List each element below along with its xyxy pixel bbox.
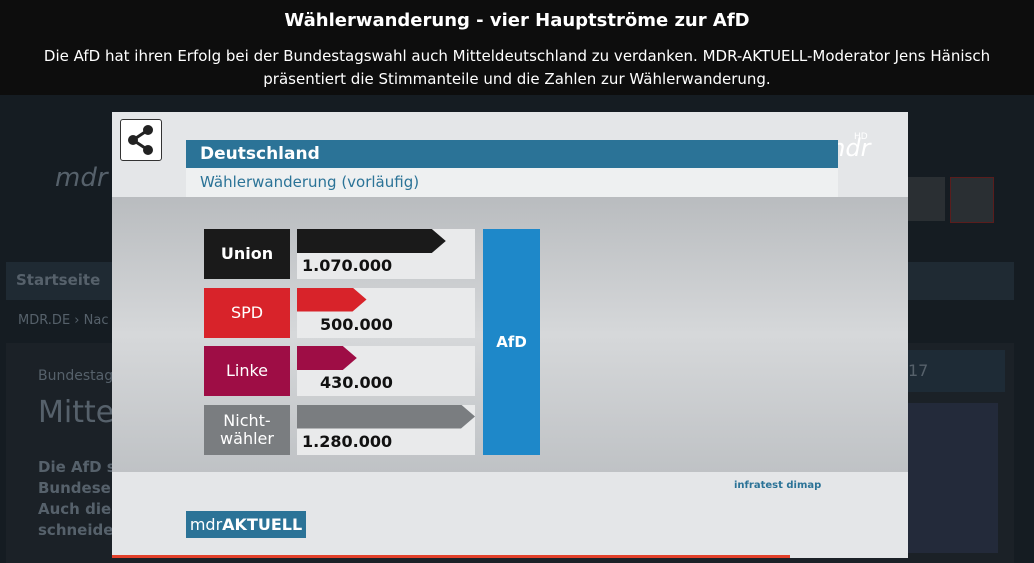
brand: mdrAKTUELL	[186, 511, 306, 538]
row-label: Linke	[204, 346, 290, 396]
progress-bar	[112, 555, 790, 558]
share-button[interactable]	[120, 119, 162, 161]
bg-nav-item: Startseite	[16, 271, 101, 289]
bg-breadcrumb: MDR.DE › Nac	[18, 313, 109, 328]
panel-title: Deutschland	[186, 140, 838, 168]
brand-light: mdr	[189, 515, 223, 534]
row-label: SPD	[204, 287, 290, 338]
bg-badge-box	[905, 350, 1005, 392]
line: Auch die I	[38, 500, 122, 518]
crumb: Nac	[83, 313, 109, 328]
row-label: Nicht- wähler	[204, 404, 290, 455]
bg-teaser: Die AfD so Bundeseb Auch die I schneider	[38, 457, 126, 541]
flow-arrow	[297, 405, 475, 429]
row-value: 500.000	[320, 314, 393, 334]
video-description: Die AfD hat ihren Erfolg bei der Bundest…	[43, 47, 991, 88]
row-value: 430.000	[320, 373, 393, 392]
panel-subtitle: Wählerwanderung (vorläufig)	[186, 168, 838, 197]
bg-badge: 17	[908, 361, 929, 380]
target-bar: AfD	[483, 229, 540, 455]
crumb: MDR.DE	[18, 313, 71, 328]
flow-rows: Union 1.070.000 SPD 500.000 Linke 430.000 Nich…	[112, 112, 908, 558]
hd-badge: HD	[854, 132, 868, 142]
flow-arrow	[297, 288, 367, 312]
bg-image	[908, 403, 998, 553]
line: Die AfD so	[38, 458, 127, 476]
bg-headline: Mitte	[38, 395, 115, 430]
source: infratest dimap	[734, 480, 822, 491]
bg-info-button	[905, 177, 945, 221]
line: schneider	[38, 521, 121, 539]
row-value: 1.070.000	[302, 256, 393, 275]
video-player[interactable]: mdr HD Deutschland Wählerwanderung (vorl…	[112, 112, 908, 558]
video-title: Wählerwanderung - vier Hauptströme zur A…	[284, 10, 750, 31]
share-icon	[128, 125, 153, 155]
bg-kicker: Bundestag	[38, 368, 114, 384]
row-value: 1.280.000	[302, 431, 393, 451]
row-label: Union	[204, 229, 290, 279]
bg-logo: mdr	[55, 163, 108, 193]
flow-arrow	[297, 346, 357, 370]
bg-menu-button	[950, 177, 994, 223]
flow-arrow	[297, 229, 446, 253]
line: Bundeseb	[38, 479, 122, 497]
brand-bold: AKTUELL	[222, 515, 303, 534]
